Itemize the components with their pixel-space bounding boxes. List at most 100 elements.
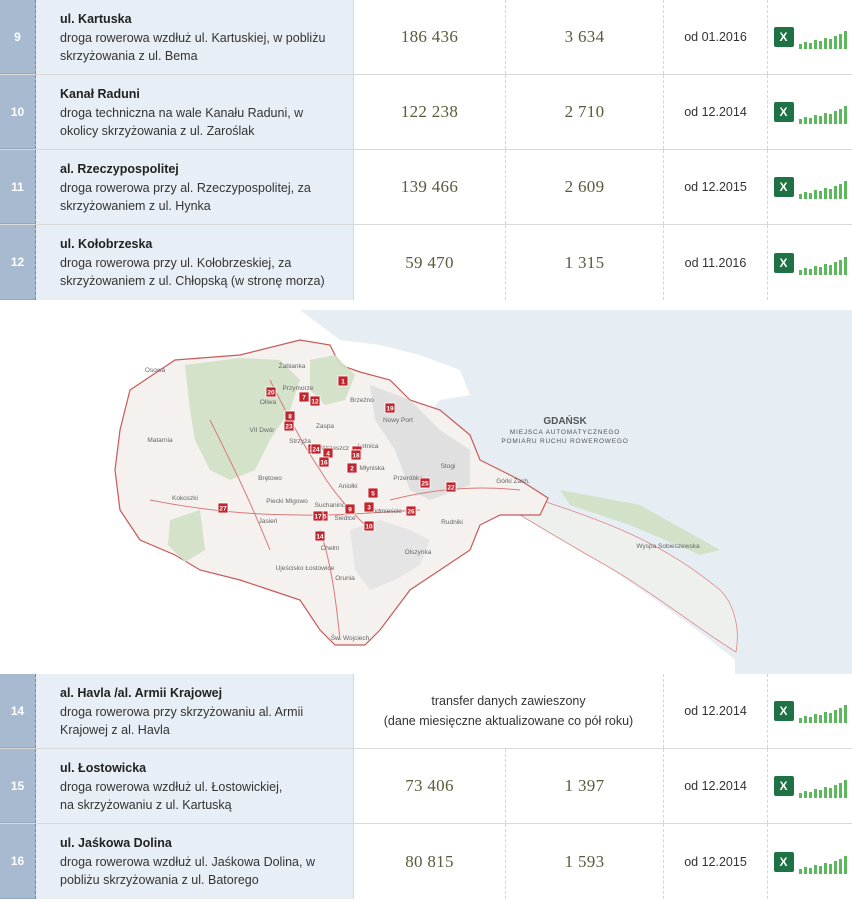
excel-chart-icon[interactable]: X [773, 175, 847, 199]
counter-marker[interactable]: 26 [405, 505, 417, 517]
chart-bar-icon [843, 31, 847, 49]
gdansk-map: Osowa Żabianka Przymorze Oliwa Brzeźno Nowy P… [0, 300, 852, 674]
total-count-cell: 59 470 [354, 225, 506, 300]
row-number: 9 [0, 0, 36, 74]
row-number: 16 [0, 824, 36, 899]
chart-bar-icon [803, 791, 807, 798]
excel-chart-icon[interactable]: X [773, 25, 847, 49]
counter-marker-label: 5 [371, 491, 375, 498]
table-row: 14 al. Havla /al. Armii Krajowej droga row… [0, 674, 852, 749]
counter-marker[interactable]: 25 [419, 477, 431, 489]
average-count: 1 397 [564, 776, 605, 795]
counter-table-top: 9 ul. Kartuska droga rowerowa wzdłuż ul. K… [0, 0, 852, 300]
chart-bar-icon [823, 188, 827, 199]
counter-marker[interactable]: 16 [318, 456, 330, 468]
excel-x-icon: X [773, 252, 794, 273]
table-row: 11 al. Rzeczypospolitej droga rowerowa prz… [0, 150, 852, 225]
chart-bar-icon [843, 181, 847, 199]
download-cell: X [768, 150, 852, 224]
average-count: 2 609 [564, 177, 605, 196]
average-count-cell: 3 634 [506, 0, 664, 74]
chart-bar-icon [813, 714, 817, 723]
counter-marker[interactable]: 14 [314, 530, 326, 542]
excel-chart-icon[interactable]: X [773, 774, 847, 798]
counter-marker[interactable]: 7 [298, 391, 310, 403]
counter-marker[interactable]: 10 [363, 520, 375, 532]
counter-marker[interactable]: 3 [363, 501, 375, 513]
district-label: Przymorze [282, 385, 313, 392]
average-count: 3 634 [564, 27, 605, 46]
excel-chart-icon[interactable]: X [773, 850, 847, 874]
transfer-status-line-1: transfer danych zawieszony [431, 694, 586, 708]
district-label: Orunia [335, 575, 355, 582]
counter-marker[interactable]: 1 [337, 375, 349, 387]
chart-bar-icon [823, 263, 827, 275]
average-count-cell: 1 397 [506, 749, 664, 823]
start-date: od 12.2014 [664, 674, 768, 748]
table-row: 15 ul. Łostowicka droga rowerowa wzdłuż ul… [0, 749, 852, 824]
average-count-cell: 2 710 [506, 75, 664, 149]
chart-bar-icon [798, 44, 802, 49]
row-number: 10 [0, 75, 36, 149]
district-label: Matarnia [147, 437, 173, 444]
counter-marker[interactable]: 17 [312, 510, 324, 522]
chart-bar-icon [803, 267, 807, 275]
counter-marker-label: 22 [447, 485, 455, 492]
counter-marker[interactable]: 23 [283, 420, 295, 432]
chart-bar-icon [813, 789, 817, 798]
start-date: od 12.2014 [664, 749, 768, 823]
counter-marker-label: 10 [365, 524, 373, 531]
counter-marker[interactable]: 2 [346, 462, 358, 474]
counter-marker[interactable]: 5 [367, 487, 379, 499]
counter-marker-label: 4 [326, 451, 330, 458]
row-number: 14 [0, 674, 36, 748]
port-area [370, 385, 470, 500]
download-cell: X [768, 225, 852, 300]
average-count: 1 593 [564, 851, 605, 871]
chart-bar-icon [813, 265, 817, 275]
counter-marker[interactable]: 18 [350, 449, 362, 461]
counter-marker-label: 26 [407, 509, 415, 516]
excel-x-icon: X [773, 776, 794, 796]
counter-marker[interactable]: 8 [284, 410, 296, 422]
excel-x-icon: X [773, 177, 794, 197]
row-description: Kanał Raduni droga techniczna na wale Kan… [36, 75, 354, 149]
chart-bar-icon [813, 115, 817, 124]
chart-bar-icon [828, 189, 832, 199]
chart-bar-icon [828, 264, 832, 275]
counter-marker[interactable]: 24 [310, 443, 322, 455]
chart-bar-icon [803, 117, 807, 124]
counter-marker[interactable]: 20 [265, 386, 277, 398]
district-label: Osowa [145, 367, 166, 374]
district-label: Oliwa [260, 399, 277, 406]
counter-marker-label: 20 [267, 390, 275, 397]
excel-x-icon: X [773, 27, 794, 47]
start-date: od 11.2016 [664, 225, 768, 300]
counter-marker[interactable]: 19 [384, 402, 396, 414]
chart-bar-icon [808, 43, 812, 49]
excel-chart-icon[interactable]: X [773, 100, 847, 124]
excel-chart-icon[interactable]: X [773, 251, 847, 275]
location-detail-2: skrzyżowania z ul. Bema [60, 49, 198, 63]
chart-bar-icon [833, 710, 837, 723]
download-cell: X [768, 824, 852, 899]
row-number: 12 [0, 225, 36, 300]
excel-chart-icon[interactable]: X [773, 699, 847, 723]
chart-bar-icon [798, 119, 802, 124]
table-row: 16 ul. Jaśkowa Dolina droga rowerowa wzdłu… [0, 824, 852, 899]
chart-bar-icon [808, 268, 812, 275]
counter-marker[interactable]: 22 [445, 481, 457, 493]
chart-bar-icon [818, 41, 822, 49]
counter-markers: 1234578910111214151617181920212223242526… [217, 375, 457, 542]
counter-marker[interactable]: 12 [309, 395, 321, 407]
sea-area [300, 310, 852, 674]
chart-bar-icon [818, 266, 822, 275]
chart-bar-icon [838, 184, 842, 199]
island-area [519, 499, 738, 653]
total-count-cell: 186 436 [354, 0, 506, 74]
counter-marker[interactable]: 4 [322, 447, 334, 459]
district-label: Olszynka [405, 549, 432, 556]
counter-marker[interactable]: 27 [217, 502, 229, 514]
start-date: od 01.2016 [664, 0, 768, 74]
counter-marker[interactable]: 9 [344, 503, 356, 515]
